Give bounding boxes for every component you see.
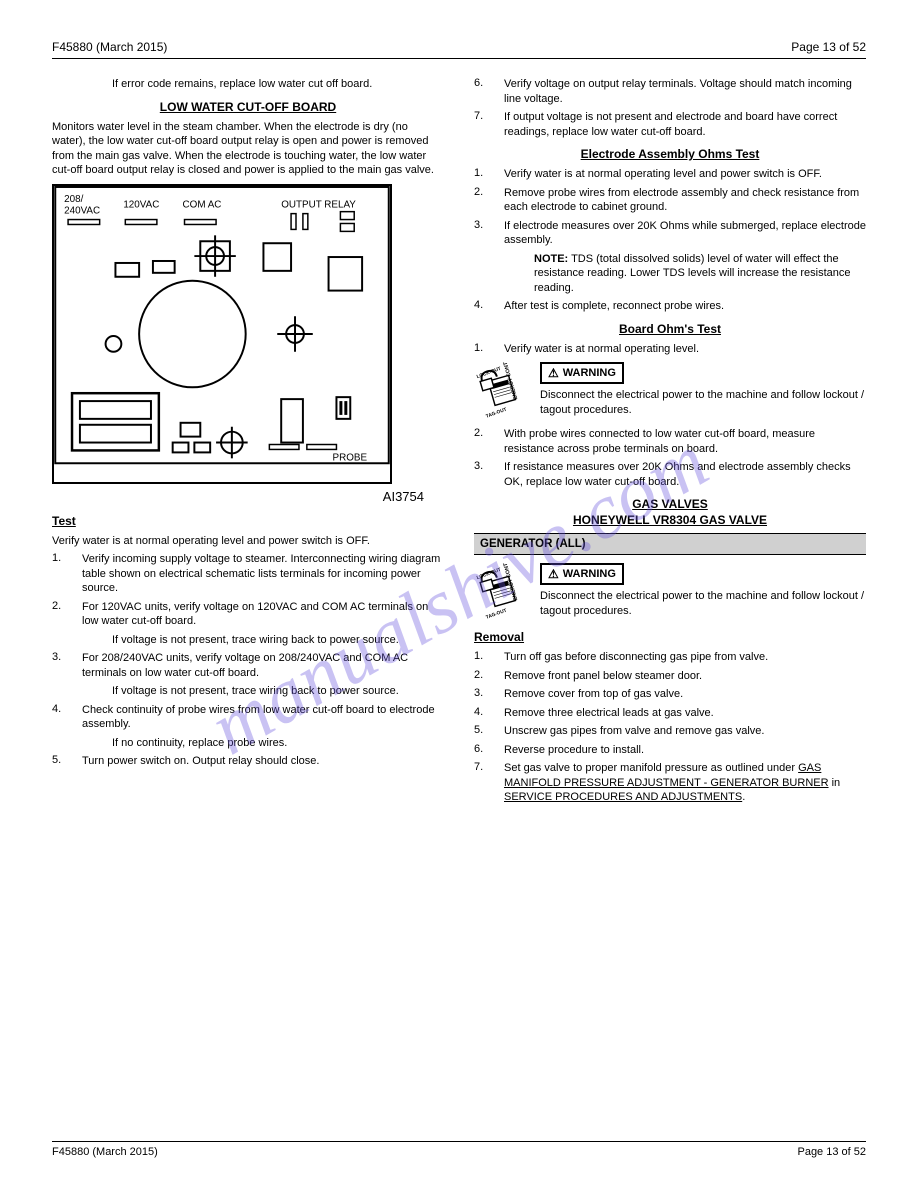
elec-item-note: NOTE: TDS (total dissolved solids) level… — [474, 252, 866, 296]
page-header: F45880 (March 2015) Page 13 of 52 — [52, 40, 866, 59]
test-item: 3.For 208/240VAC units, verify voltage o… — [52, 651, 444, 680]
page-container: F45880 (March 2015) Page 13 of 52 If err… — [0, 0, 918, 1188]
removal-item: 3.Remove cover from top of gas valve. — [474, 687, 866, 702]
gas-heading-sup: GAS VALVES — [474, 497, 866, 511]
warning-label: WARNING — [563, 568, 616, 580]
diag-label-208: 208/ — [64, 193, 83, 204]
lockout-tagout-icon: LOCK-OUT TAG-OUT ENERGY CONTROL — [474, 563, 532, 621]
diag-label-probe: PROBE — [333, 452, 368, 463]
warning-text-1: Disconnect the electrical power to the m… — [540, 388, 866, 417]
boardohm-item: 2.With probe wires connected to low wate… — [474, 427, 866, 456]
cont-item: 6.Verify voltage on output relay termina… — [474, 77, 866, 106]
elec-item: 3.If electrode measures over 20K Ohms wh… — [474, 219, 866, 248]
elec-item: 2.Remove probe wires from electrode asse… — [474, 186, 866, 215]
header-right: Page 13 of 52 — [791, 40, 866, 54]
svg-text:TAG-OUT: TAG-OUT — [485, 608, 507, 621]
intro-continuation: If error code remains, replace low water… — [52, 77, 444, 92]
two-column-layout: If error code remains, replace low water… — [52, 77, 866, 809]
warning-block-2: LOCK-OUT TAG-OUT ENERGY CONTROL ⚠ WARNIN… — [474, 563, 866, 622]
footer-right: Page 13 of 52 — [797, 1146, 866, 1158]
lwcob-diagram: 208/ 240VAC 120VAC COM AC OUTPUT RELAY — [52, 184, 392, 484]
removal-heading: Removal — [474, 630, 866, 644]
cont-item: 7.If output voltage is not present and e… — [474, 110, 866, 139]
warning-label: WARNING — [563, 367, 616, 379]
elec-item: 4.After test is complete, reconnect prob… — [474, 299, 866, 314]
test-item: 4.Check continuity of probe wires from l… — [52, 703, 444, 732]
diagram-block: 208/ 240VAC 120VAC COM AC OUTPUT RELAY — [52, 184, 444, 504]
test-item: 2.For 120VAC units, verify voltage on 12… — [52, 600, 444, 629]
diag-label-output: OUTPUT RELAY — [281, 199, 356, 210]
lockout-tagout-icon: LOCK-OUT TAG-OUT ENERGY CONTROL — [474, 362, 532, 420]
diag-label-120: 120VAC — [123, 199, 159, 210]
removal-item: 5.Unscrew gas pipes from valve and remov… — [474, 724, 866, 739]
test-pre: Verify water is at normal operating leve… — [52, 534, 444, 549]
warning-content-1: ⚠ WARNING Disconnect the electrical powe… — [540, 362, 866, 421]
removal-item: 1.Turn off gas before disconnecting gas … — [474, 650, 866, 665]
boardohm-heading: Board Ohm's Test — [474, 322, 866, 336]
boardohm-item: 1.Verify water is at normal operating le… — [474, 342, 866, 357]
boardohm-item: 3.If resistance measures over 20K Ohms a… — [474, 460, 866, 489]
removal-item: 7.Set gas valve to proper manifold press… — [474, 761, 866, 805]
test-item-sub: If voltage is not present, trace wiring … — [52, 633, 444, 648]
warning-block-1: LOCK-OUT TAG-OUT ENERGY CONTROL ⚠ WARNIN… — [474, 362, 866, 421]
lwcob-heading: LOW WATER CUT-OFF BOARD — [52, 100, 444, 114]
header-left: F45880 (March 2015) — [52, 40, 167, 54]
test-item: 1.Verify incoming supply voltage to stea… — [52, 552, 444, 596]
test-item-sub: If no continuity, replace probe wires. — [52, 736, 444, 751]
test-heading: Test — [52, 514, 444, 528]
gas-heading: HONEYWELL VR8304 GAS VALVE — [474, 513, 866, 527]
warning-triangle-icon: ⚠ — [548, 567, 559, 581]
elec-heading: Electrode Assembly Ohms Test — [474, 147, 866, 161]
lwcob-para: Monitors water level in the steam chambe… — [52, 120, 444, 178]
svg-text:TAG-OUT: TAG-OUT — [485, 407, 507, 420]
removal-item: 6.Reverse procedure to install. — [474, 743, 866, 758]
removal-item: 4.Remove three electrical leads at gas v… — [474, 706, 866, 721]
intro-item: If error code remains, replace low water… — [112, 77, 444, 92]
elec-item: 1.Verify water is at normal operating le… — [474, 167, 866, 182]
right-column: 6.Verify voltage on output relay termina… — [474, 77, 866, 809]
footer-left: F45880 (March 2015) — [52, 1146, 158, 1158]
warning-label-box: ⚠ WARNING — [540, 362, 624, 384]
diagram-code: AI3754 — [52, 489, 444, 504]
diag-crosshair-1 — [194, 235, 235, 276]
section-band: GENERATOR (ALL) — [474, 533, 866, 555]
diag-label-240: 240VAC — [64, 205, 100, 216]
diag-label-com: COM AC — [183, 199, 222, 210]
page-footer: F45880 (March 2015) Page 13 of 52 — [52, 1141, 866, 1158]
warning-text-2: Disconnect the electrical power to the m… — [540, 589, 866, 618]
left-column: If error code remains, replace low water… — [52, 77, 444, 809]
test-item: 5.Turn power switch on. Output relay sho… — [52, 754, 444, 769]
removal-item: 2.Remove front panel below steamer door. — [474, 669, 866, 684]
warning-triangle-icon: ⚠ — [548, 366, 559, 380]
test-item-sub: If voltage is not present, trace wiring … — [52, 684, 444, 699]
warning-label-box: ⚠ WARNING — [540, 563, 624, 585]
warning-content-2: ⚠ WARNING Disconnect the electrical powe… — [540, 563, 866, 622]
